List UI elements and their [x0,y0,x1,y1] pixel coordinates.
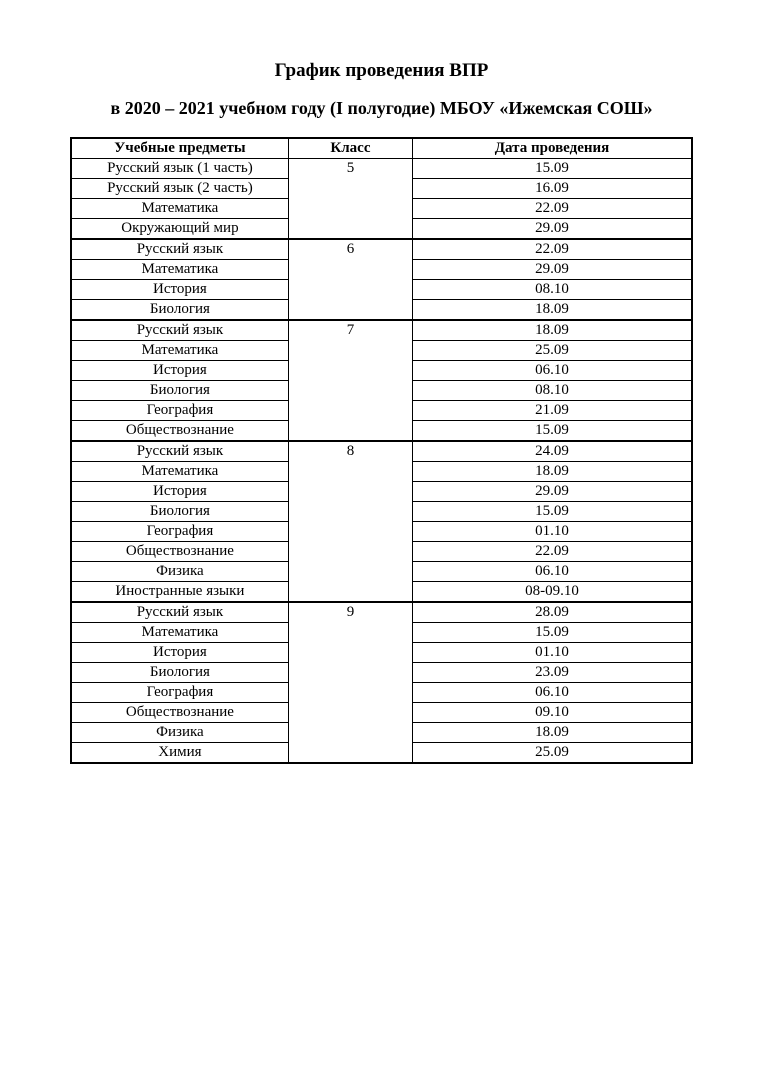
cell-date: 24.09 [413,441,692,462]
schedule-table: Учебные предметы Класс Дата проведения Р… [70,137,693,764]
cell-subject: Математика [71,462,288,482]
header-date: Дата проведения [413,138,692,159]
cell-subject: География [71,401,288,421]
table-row: Русский язык824.09 [71,441,692,462]
cell-date: 18.09 [413,462,692,482]
cell-subject: История [71,643,288,663]
table-header-row: Учебные предметы Класс Дата проведения [71,138,692,159]
cell-date: 18.09 [413,723,692,743]
cell-date: 22.09 [413,199,692,219]
cell-subject: Биология [71,663,288,683]
cell-subject: Физика [71,723,288,743]
table-row: Русский язык928.09 [71,602,692,623]
cell-date: 15.09 [413,623,692,643]
cell-subject: Русский язык (2 часть) [71,179,288,199]
table-row: Русский язык622.09 [71,239,692,260]
document-subtitle: в 2020 – 2021 учебном году (I полугодие)… [70,98,693,119]
cell-subject: Русский язык [71,441,288,462]
cell-subject: Биология [71,381,288,401]
header-subject: Учебные предметы [71,138,288,159]
document-title: График проведения ВПР [70,60,693,82]
cell-date: 06.10 [413,683,692,703]
cell-date: 21.09 [413,401,692,421]
cell-subject: Русский язык [71,320,288,341]
cell-subject: География [71,522,288,542]
cell-date: 22.09 [413,239,692,260]
cell-subject: История [71,482,288,502]
cell-subject: Химия [71,743,288,764]
cell-subject: Обществознание [71,421,288,442]
cell-date: 01.10 [413,522,692,542]
cell-date: 18.09 [413,300,692,321]
cell-subject: Иностранные языки [71,582,288,603]
cell-date: 25.09 [413,743,692,764]
cell-date: 29.09 [413,260,692,280]
cell-subject: География [71,683,288,703]
cell-class: 7 [288,320,412,441]
cell-date: 08.10 [413,280,692,300]
table-row: Русский язык (1 часть)515.09 [71,159,692,179]
cell-date: 29.09 [413,482,692,502]
cell-subject: Русский язык [71,602,288,623]
cell-date: 15.09 [413,502,692,522]
cell-subject: Математика [71,341,288,361]
cell-date: 01.10 [413,643,692,663]
table-row: Русский язык718.09 [71,320,692,341]
cell-date: 15.09 [413,421,692,442]
cell-date: 22.09 [413,542,692,562]
cell-date: 28.09 [413,602,692,623]
cell-subject: История [71,280,288,300]
cell-date: 06.10 [413,562,692,582]
cell-subject: Биология [71,502,288,522]
header-class: Класс [288,138,412,159]
cell-subject: Обществознание [71,542,288,562]
cell-subject: Физика [71,562,288,582]
cell-date: 06.10 [413,361,692,381]
cell-date: 15.09 [413,159,692,179]
cell-subject: Математика [71,199,288,219]
cell-subject: Биология [71,300,288,321]
cell-date: 08.10 [413,381,692,401]
cell-class: 6 [288,239,412,320]
cell-date: 09.10 [413,703,692,723]
cell-date: 29.09 [413,219,692,240]
cell-date: 16.09 [413,179,692,199]
cell-date: 23.09 [413,663,692,683]
cell-class: 9 [288,602,412,763]
table-body: Русский язык (1 часть)515.09Русский язык… [71,159,692,764]
cell-date: 18.09 [413,320,692,341]
cell-subject: Окружающий мир [71,219,288,240]
cell-subject: Русский язык [71,239,288,260]
cell-date: 08-09.10 [413,582,692,603]
cell-subject: Математика [71,260,288,280]
cell-date: 25.09 [413,341,692,361]
cell-subject: Математика [71,623,288,643]
cell-subject: Русский язык (1 часть) [71,159,288,179]
cell-class: 5 [288,159,412,240]
cell-class: 8 [288,441,412,602]
cell-subject: История [71,361,288,381]
cell-subject: Обществознание [71,703,288,723]
